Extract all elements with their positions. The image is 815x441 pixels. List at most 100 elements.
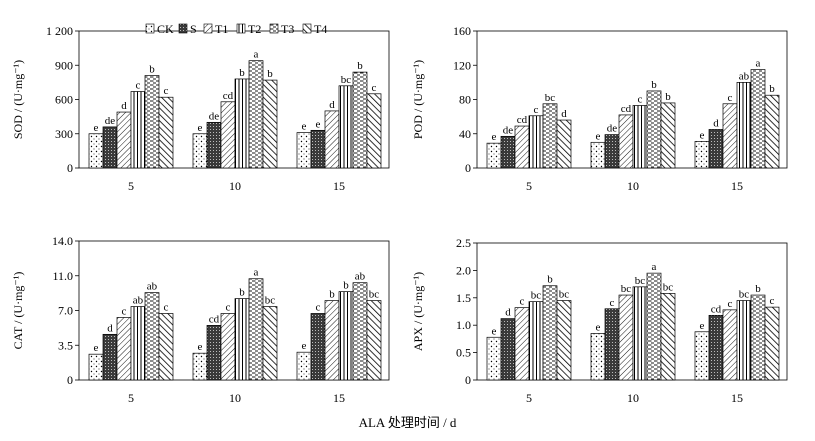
y-tick-label: 160 [453, 24, 471, 38]
bar-ck-5 [88, 133, 104, 169]
bar-t3-15 [352, 282, 368, 381]
bar-significance-label: b [547, 274, 553, 286]
bar-significance-label: de [209, 110, 220, 122]
x-tick-label: 15 [731, 391, 743, 405]
y-tick-label: 2.0 [456, 263, 471, 277]
bar-significance-label: a [652, 261, 657, 273]
legend-label-s: S [190, 22, 197, 36]
y-axis-title: SOD / (U·mg⁻¹) [11, 60, 25, 139]
bar-t4-15 [764, 94, 780, 169]
y-tick-label: 40 [459, 127, 471, 141]
bar-s-10 [206, 325, 222, 381]
bar-significance-label: bc [341, 74, 352, 86]
x-tick-label: 15 [333, 179, 345, 193]
bar-t3-5 [542, 285, 558, 381]
bar-t4-10 [660, 102, 676, 169]
legend-label-t2: T2 [248, 22, 261, 36]
x-tick-label: 10 [229, 391, 241, 405]
bar-significance-label: bc [635, 275, 646, 287]
bar-significance-label: de [607, 123, 618, 135]
legend-swatch-ck [145, 23, 155, 34]
y-tick-label: 1.0 [456, 318, 471, 332]
x-tick-label: 15 [731, 179, 743, 193]
bar-significance-label: bc [265, 295, 276, 307]
legend-swatch-t3 [269, 23, 279, 34]
y-tick-label: 1 200 [46, 24, 73, 38]
bar-t3-5 [542, 103, 558, 169]
bar-significance-label: bc [531, 290, 542, 302]
x-tick-label: 10 [229, 179, 241, 193]
bar-t2-15 [338, 291, 354, 381]
bar-ck-15 [694, 141, 710, 169]
bar-significance-label: c [638, 93, 643, 105]
bar-significance-label: d [107, 322, 113, 334]
bar-significance-label: c [770, 295, 775, 307]
x-tick-label: 5 [526, 179, 532, 193]
bar-ck-10 [590, 333, 606, 381]
bar-ck-15 [694, 331, 710, 381]
y-tick-label: 600 [55, 93, 73, 107]
bar-significance-label: e [596, 130, 601, 142]
bar-significance-label: d [505, 307, 511, 319]
bar-t1-10 [220, 101, 236, 169]
bar-significance-label: b [665, 91, 671, 103]
y-axis-title: POD / (U·mg⁻¹) [411, 60, 425, 139]
y-tick-label: 900 [55, 58, 73, 72]
bar-significance-label: c [610, 297, 615, 309]
bar-significance-label: bc [369, 289, 380, 301]
y-tick-label: 1.5 [456, 291, 471, 305]
legend: CK S T1 T2 T3 T4 [145, 22, 327, 36]
bar-t4-5 [556, 119, 572, 169]
bar-significance-label: bc [545, 92, 556, 104]
y-tick-label: 11.0 [52, 269, 73, 283]
legend-label-t1: T1 [215, 22, 228, 36]
bar-significance-label: e [700, 320, 705, 332]
bar-t2-15 [736, 82, 752, 169]
y-tick-label: 3.5 [58, 338, 73, 352]
bar-significance-label: e [94, 122, 99, 134]
bar-t2-5 [528, 301, 544, 381]
bar-significance-label: e [198, 122, 203, 134]
bar-t1-5 [116, 111, 132, 169]
bar-t1-5 [514, 125, 530, 169]
bar-significance-label: bc [621, 283, 632, 295]
bar-t3-15 [750, 69, 766, 169]
legend-label-t4: T4 [314, 22, 327, 36]
bar-t2-10 [234, 78, 250, 169]
x-tick-label: 15 [333, 391, 345, 405]
bar-significance-label: c [122, 305, 127, 317]
bar-significance-label: a [756, 58, 761, 70]
bar-t3-10 [248, 60, 264, 169]
bar-significance-label: a [254, 267, 259, 279]
bar-t1-5 [116, 317, 132, 381]
bar-s-10 [604, 134, 620, 169]
bar-t4-5 [158, 313, 174, 381]
bar-significance-label: cd [621, 103, 632, 115]
bar-s-5 [500, 318, 516, 381]
bar-significance-label: bc [663, 281, 674, 293]
bar-t3-15 [352, 71, 368, 169]
bar-t4-10 [660, 293, 676, 381]
bar-s-15 [708, 314, 724, 381]
bar-t3-10 [646, 90, 662, 169]
bar-ck-10 [590, 141, 606, 169]
bar-significance-label: ab [147, 281, 158, 293]
bar-ck-10 [192, 133, 208, 169]
legend-swatch-s [178, 23, 188, 34]
bar-significance-label: de [105, 115, 116, 127]
bar-significance-label: d [329, 99, 335, 111]
bar-significance-label: e [94, 342, 99, 354]
y-tick-label: 0 [67, 373, 73, 387]
bar-t2-10 [632, 286, 648, 381]
y-tick-label: 120 [453, 58, 471, 72]
bar-significance-label: e [302, 121, 307, 133]
y-tick-label: 14.0 [52, 234, 73, 248]
bar-significance-label: bc [559, 289, 570, 301]
y-tick-label: 0.5 [456, 346, 471, 360]
bar-significance-label: e [198, 341, 203, 353]
bar-significance-label: d [121, 100, 127, 112]
bar-t4-5 [158, 96, 174, 169]
